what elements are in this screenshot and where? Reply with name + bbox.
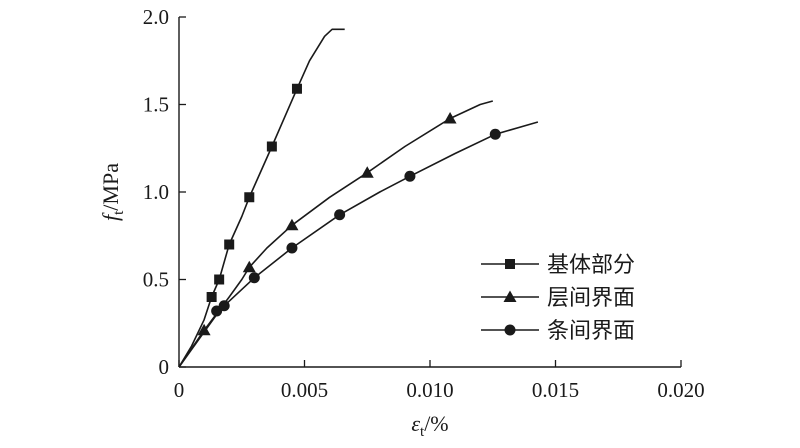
y-tick-label: 1.5	[143, 93, 169, 117]
data-point-triangle	[242, 260, 256, 273]
data-point-circle	[334, 209, 346, 221]
y-axis-title: ft/MPa	[98, 163, 127, 221]
y-tick-label: 0.5	[143, 268, 169, 292]
legend-marker-square	[505, 259, 515, 269]
y-axis-ticks: 0 0.5 1.0 1.5 2.0	[143, 5, 186, 379]
legend-item: 条间界面	[481, 319, 635, 344]
series-2	[178, 100, 494, 368]
x-tick-label: 0	[174, 378, 185, 402]
x-tick-label: 0.005	[281, 378, 328, 402]
data-point-triangle	[443, 112, 457, 124]
data-point-square	[214, 274, 225, 285]
legend-label: 基体部分	[547, 253, 635, 278]
x-tick-label: 0.020	[657, 378, 704, 402]
data-point-square	[244, 192, 255, 203]
data-point-triangle	[285, 218, 299, 231]
series-layer	[178, 28, 539, 368]
series-3	[178, 121, 539, 368]
data-point-triangle	[360, 166, 374, 178]
x-axis-title: εt/%	[411, 411, 448, 440]
legend-item: 层间界面	[481, 286, 635, 311]
series-line	[178, 121, 539, 368]
data-point-square	[266, 141, 277, 152]
x-tick-label: 0.010	[406, 378, 453, 402]
legend-label: 条间界面	[547, 319, 635, 344]
series-line	[178, 28, 345, 368]
legend-marker-circle	[504, 324, 516, 336]
data-point-circle	[286, 242, 298, 254]
data-point-circle	[218, 300, 230, 312]
plot-area	[178, 17, 681, 368]
legend-label: 层间界面	[547, 286, 635, 311]
data-point-square	[224, 239, 235, 250]
x-tick-label: 0.015	[532, 378, 579, 402]
data-point-circle	[404, 170, 416, 182]
data-point-square	[206, 292, 217, 302]
legend-marker-triangle	[503, 290, 517, 302]
y-tick-label: 1.0	[143, 180, 169, 204]
y-tick-label: 2.0	[143, 5, 169, 29]
series-line	[178, 100, 494, 368]
x-axis-ticks: 0 0.005 0.010 0.015 0.020	[174, 360, 705, 402]
data-point-square	[291, 83, 302, 94]
y-tick-label: 0	[159, 355, 170, 379]
data-point-triangle	[197, 323, 211, 336]
legend-item: 基体部分	[481, 253, 635, 278]
data-point-circle	[489, 128, 501, 140]
series-1	[178, 28, 345, 368]
data-point-circle	[248, 272, 260, 284]
